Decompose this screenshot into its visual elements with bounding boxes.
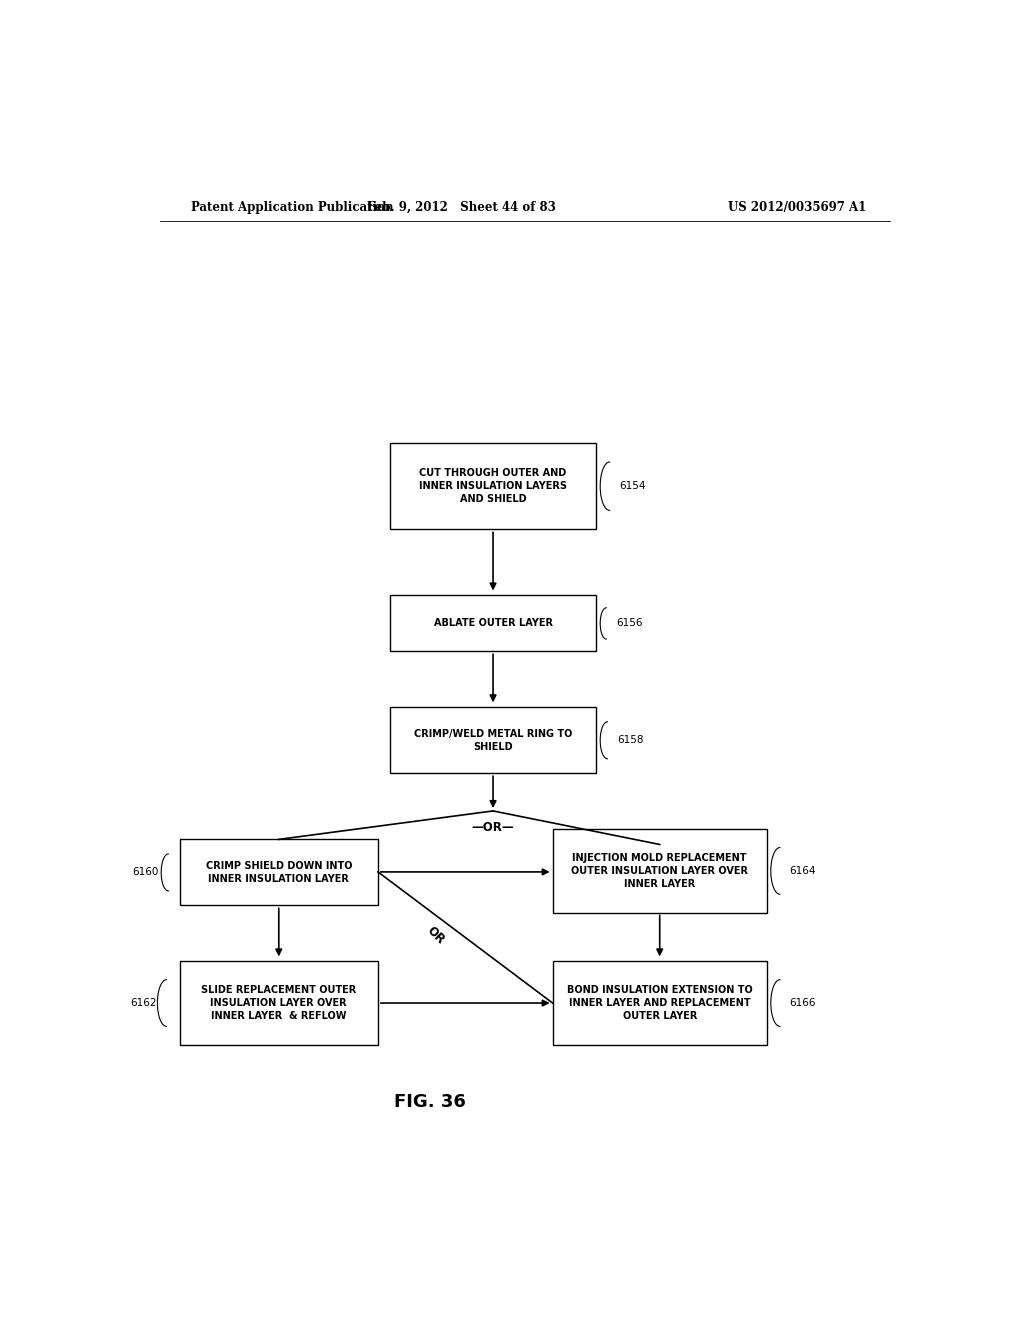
Text: 6162: 6162	[130, 998, 157, 1008]
Text: 6158: 6158	[616, 735, 643, 746]
Bar	[179, 961, 378, 1044]
Text: 6166: 6166	[790, 998, 816, 1008]
Bar	[390, 708, 596, 774]
Text: CUT THROUGH OUTER AND
INNER INSULATION LAYERS
AND SHIELD: CUT THROUGH OUTER AND INNER INSULATION L…	[419, 469, 567, 504]
Text: OR: OR	[425, 924, 447, 946]
Text: 6160: 6160	[132, 867, 159, 878]
Text: 6154: 6154	[620, 482, 646, 491]
Text: BOND INSULATION EXTENSION TO
INNER LAYER AND REPLACEMENT
OUTER LAYER: BOND INSULATION EXTENSION TO INNER LAYER…	[567, 985, 753, 1020]
Bar	[553, 829, 767, 912]
Text: Feb. 9, 2012   Sheet 44 of 83: Feb. 9, 2012 Sheet 44 of 83	[367, 201, 556, 214]
Text: —OR—: —OR—	[472, 821, 514, 834]
Bar	[179, 840, 378, 906]
Text: FIG. 36: FIG. 36	[393, 1093, 466, 1110]
Text: CRIMP/WELD METAL RING TO
SHIELD: CRIMP/WELD METAL RING TO SHIELD	[414, 729, 572, 751]
Bar	[390, 595, 596, 651]
Text: SLIDE REPLACEMENT OUTER
INSULATION LAYER OVER
INNER LAYER  & REFLOW: SLIDE REPLACEMENT OUTER INSULATION LAYER…	[201, 985, 356, 1020]
Text: 6164: 6164	[790, 866, 816, 876]
Text: CRIMP SHIELD DOWN INTO
INNER INSULATION LAYER: CRIMP SHIELD DOWN INTO INNER INSULATION …	[206, 861, 352, 884]
Text: ABLATE OUTER LAYER: ABLATE OUTER LAYER	[433, 618, 553, 628]
Bar	[390, 444, 596, 529]
Text: 6156: 6156	[615, 618, 642, 628]
Bar	[553, 961, 767, 1044]
Text: INJECTION MOLD REPLACEMENT
OUTER INSULATION LAYER OVER
INNER LAYER: INJECTION MOLD REPLACEMENT OUTER INSULAT…	[571, 853, 749, 888]
Text: Patent Application Publication: Patent Application Publication	[191, 201, 394, 214]
Text: US 2012/0035697 A1: US 2012/0035697 A1	[728, 201, 866, 214]
